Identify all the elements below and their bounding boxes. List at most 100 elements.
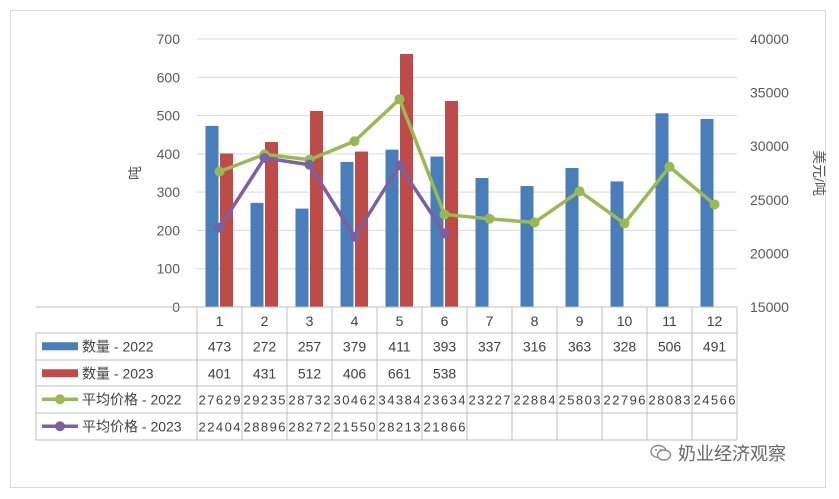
- table-cell-value: 431: [253, 365, 277, 381]
- legend-key-marker: [55, 421, 65, 432]
- bar-2022: [295, 208, 309, 307]
- legend-key-marker: [55, 394, 65, 405]
- table-cell-value: 24566: [694, 392, 736, 407]
- y-tick-label: 600: [157, 69, 181, 85]
- chart-frame: [10, 10, 826, 488]
- wechat-icon: [650, 444, 672, 461]
- watermark-text: 奶业经济观察: [678, 444, 786, 465]
- line-point: [439, 209, 450, 220]
- watermark: 奶业经济观察: [650, 440, 786, 466]
- y2-tick-label: 40000: [750, 31, 789, 47]
- bar-2022: [655, 113, 669, 307]
- table-cell-value: 21866: [424, 419, 466, 434]
- legend-key-bar: [42, 342, 78, 351]
- y2-tick-label: 20000: [750, 245, 789, 261]
- table-cell-value: 28896: [244, 419, 286, 434]
- legend-label: 平均价格 - 2022: [82, 391, 182, 407]
- bar-2022: [430, 156, 444, 307]
- x-tick-label: 10: [617, 313, 633, 329]
- x-tick-label: 8: [531, 313, 539, 329]
- table-cell-value: 473: [208, 338, 232, 354]
- table-cell-value: 272: [253, 338, 277, 354]
- x-tick-label: 2: [261, 313, 269, 329]
- x-tick-label: 11: [662, 313, 677, 329]
- line-point: [259, 153, 270, 164]
- table-cell-value: 512: [298, 365, 322, 381]
- bar-2022: [520, 186, 534, 307]
- bar-2023: [310, 110, 323, 307]
- table-cell-value: 257: [298, 338, 322, 354]
- line-point: [484, 213, 495, 224]
- x-tick-label: 7: [486, 313, 494, 329]
- legend-label: 平均价格 - 2023: [82, 418, 182, 434]
- bar-2023: [355, 151, 368, 307]
- series-line-2023: [218, 156, 446, 239]
- table-cell-value: 28732: [289, 392, 331, 407]
- table-cell-value: 34384: [379, 392, 421, 407]
- x-tick-label: 6: [441, 313, 449, 329]
- y-tick-label: 300: [157, 184, 181, 200]
- x-tick-label: 5: [396, 313, 404, 329]
- x-tick-label: 12: [707, 313, 723, 329]
- line-point: [394, 160, 405, 171]
- bar-2022: [610, 181, 624, 307]
- table-cell-value: 28083: [649, 392, 691, 407]
- table-cell-value: 363: [568, 338, 592, 354]
- x-tick-label: 4: [351, 313, 359, 329]
- bar-2023: [445, 101, 458, 307]
- table-cell-value: 23634: [424, 392, 466, 407]
- table-cell-value: 21550: [334, 419, 376, 434]
- line-point: [304, 159, 315, 170]
- table-cell-value: 27629: [199, 392, 241, 407]
- table-cell-value: 506: [658, 338, 682, 354]
- table-cell-value: 25803: [559, 392, 601, 407]
- table-cell-value: 22884: [514, 392, 556, 407]
- bar-2023: [265, 141, 278, 307]
- table-cell-value: 411: [388, 338, 411, 354]
- x-tick-label: 1: [216, 313, 224, 329]
- bar-2022: [700, 119, 714, 307]
- table-cell-value: 28213: [379, 419, 421, 434]
- series-line-2022: [218, 97, 716, 226]
- table-cell-value: 661: [388, 365, 412, 381]
- line-point: [349, 231, 360, 242]
- line-point: [214, 166, 225, 177]
- table-cell-value: 491: [703, 338, 727, 354]
- bar-2022: [340, 161, 354, 307]
- line-point: [619, 218, 630, 229]
- table-cell-value: 23227: [469, 392, 511, 407]
- table-cell-value: 401: [208, 365, 232, 381]
- bar-2022: [385, 149, 399, 307]
- bar-2022: [475, 177, 489, 307]
- y2-tick-label: 15000: [750, 299, 789, 315]
- y-tick-label: 400: [157, 146, 181, 162]
- table-cell-value: 22796: [604, 392, 646, 407]
- line-point: [439, 228, 450, 239]
- table-cell-value: 30462: [334, 392, 376, 407]
- line-point: [529, 217, 540, 228]
- line-point: [394, 94, 405, 105]
- table-cell-value: 22404: [199, 419, 241, 434]
- table-cell-value: 337: [478, 338, 502, 354]
- table-cell-value: 28272: [289, 419, 331, 434]
- table-cell-value: 406: [343, 365, 367, 381]
- table-cell-value: 538: [433, 365, 457, 381]
- line-point: [574, 186, 585, 197]
- y-axis-title: 吨: [127, 166, 143, 180]
- line-point: [709, 199, 720, 210]
- y-tick-label: 500: [157, 108, 181, 124]
- y2-axis-title: 美元/吨: [811, 150, 827, 196]
- y-tick-label: 700: [157, 31, 181, 47]
- y2-tick-label: 35000: [750, 85, 789, 101]
- bar-2023: [220, 153, 233, 307]
- table-cell-value: 316: [523, 338, 547, 354]
- legend-label: 数量 - 2022: [82, 338, 154, 354]
- y-tick-label: 100: [157, 261, 181, 277]
- line-point: [214, 222, 225, 233]
- x-tick-label: 9: [576, 313, 584, 329]
- table-cell-value: 29235: [244, 392, 286, 407]
- x-tick-label: 3: [306, 313, 314, 329]
- table-cell-value: 379: [343, 338, 367, 354]
- table-cell-value: 328: [613, 338, 637, 354]
- bar-2022: [565, 168, 579, 307]
